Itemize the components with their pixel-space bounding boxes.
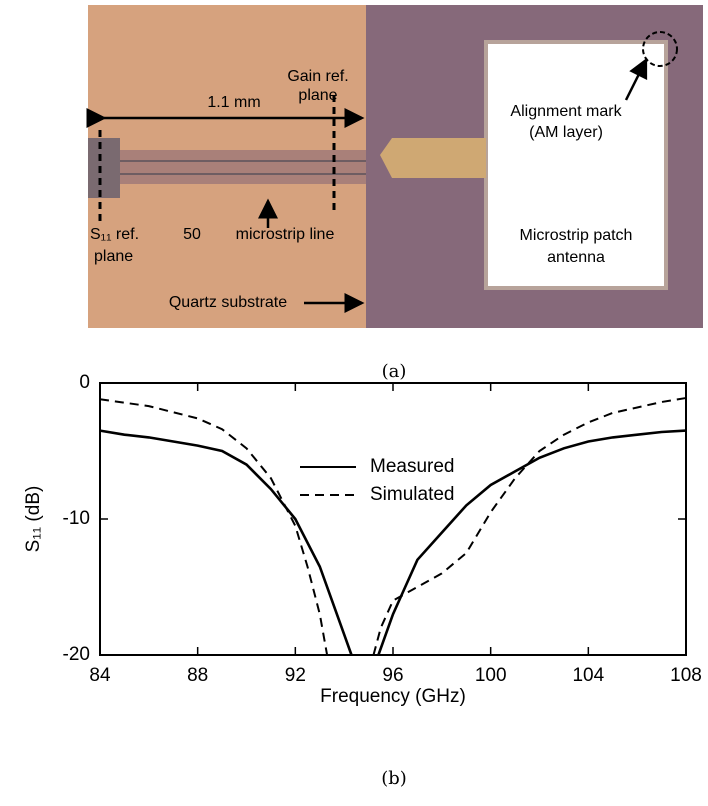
dimension: 1.1 mm bbox=[207, 94, 260, 111]
x-tick-label: 84 bbox=[89, 665, 111, 686]
photo bbox=[86, 5, 703, 328]
line-label: microstrip line bbox=[236, 226, 335, 243]
x-tick-label: 100 bbox=[475, 665, 507, 686]
y-axis-label: S₁₁ (dB) bbox=[23, 486, 44, 553]
x-tick-label: 108 bbox=[670, 665, 702, 686]
gain-ref: Gain ref. bbox=[287, 68, 348, 85]
legend-label: Measured bbox=[370, 456, 455, 477]
caption: (b) bbox=[381, 768, 407, 789]
s11-ref: S₁₁ ref. bbox=[90, 226, 139, 243]
caption: (a) bbox=[382, 361, 407, 382]
antenna: antenna bbox=[547, 249, 605, 266]
impedance: 50 bbox=[183, 226, 201, 243]
alignment: (AM layer) bbox=[529, 124, 603, 141]
y-tick-label: 0 bbox=[79, 372, 90, 393]
s11-ref: plane bbox=[94, 248, 133, 265]
series-line bbox=[99, 429, 687, 656]
x-axis-label: Frequency (GHz) bbox=[320, 686, 466, 707]
legend-label: Simulated bbox=[370, 484, 455, 505]
x-tick-label: 96 bbox=[382, 665, 403, 686]
x-tick-label: 88 bbox=[187, 665, 208, 686]
gain-ref: plane bbox=[298, 87, 337, 104]
alignment: Alignment mark bbox=[510, 103, 622, 120]
x-tick-label: 104 bbox=[572, 665, 604, 686]
x-tick-label: 92 bbox=[285, 665, 306, 686]
substrate: Quartz substrate bbox=[169, 294, 287, 311]
series-line bbox=[99, 397, 687, 656]
y-tick-label: -20 bbox=[63, 644, 90, 665]
antenna: Microstrip patch bbox=[520, 227, 633, 244]
y-tick-label: -10 bbox=[63, 508, 90, 529]
